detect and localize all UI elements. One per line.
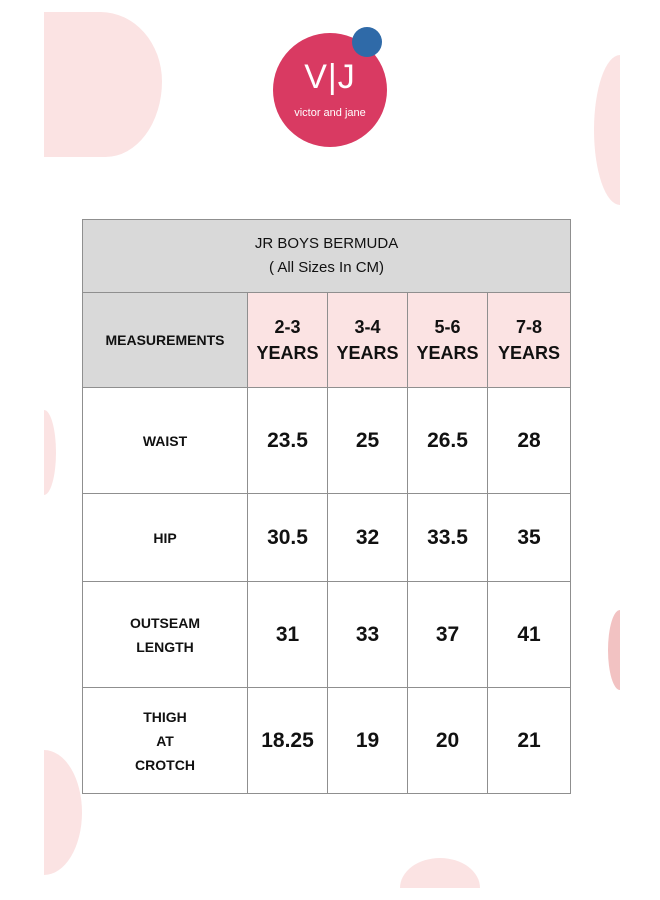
table-cell: 30.5 — [247, 493, 328, 582]
chart-subtitle: ( All Sizes In CM) — [269, 259, 385, 276]
table-row: HIP 30.5 32 33.5 35 — [82, 493, 572, 582]
row-label: HIP — [82, 493, 248, 582]
size-unit: YEARS — [416, 343, 479, 363]
table-cell: 31 — [247, 581, 328, 688]
table-cell: 32 — [327, 493, 408, 582]
row-label-line: AT — [156, 732, 174, 749]
row-label: OUTSEAM LENGTH — [82, 581, 248, 688]
table-cell: 25 — [327, 387, 408, 494]
table-cell: 21 — [486, 687, 572, 794]
table-row: OUTSEAM LENGTH 31 33 37 41 — [82, 581, 572, 688]
table-header-row: MEASUREMENTS 2-3 YEARS 3-4 YEARS 5-6 YEA… — [82, 292, 572, 388]
size-header: 3-4 YEARS — [327, 292, 408, 388]
table-cell: 41 — [486, 581, 572, 688]
table-cell: 28 — [486, 387, 572, 494]
size-range: 7-8 — [516, 317, 543, 337]
row-label-line: WAIST — [142, 432, 188, 449]
decorative-blob — [400, 858, 480, 888]
table-cell: 18.25 — [247, 687, 328, 794]
size-unit: YEARS — [256, 343, 319, 363]
row-label-line: CROTCH — [135, 756, 195, 773]
size-chart-table: JR BOYS BERMUDA ( All Sizes In CM) MEASU… — [81, 219, 572, 794]
brand-tagline: victor and jane — [294, 107, 366, 119]
logo-dot-icon — [352, 27, 382, 57]
size-range: 3-4 — [354, 317, 381, 337]
size-range: 5-6 — [434, 317, 461, 337]
decorative-blob — [44, 750, 82, 875]
size-header: 5-6 YEARS — [407, 292, 488, 388]
table-cell: 19 — [327, 687, 408, 794]
table-cell: 23.5 — [247, 387, 328, 494]
size-range: 2-3 — [274, 317, 301, 337]
table-cell: 20 — [407, 687, 488, 794]
decorative-blob — [44, 12, 162, 157]
row-label-line: LENGTH — [136, 638, 194, 655]
table-row: THIGH AT CROTCH 18.25 19 20 21 — [82, 687, 572, 794]
decorative-blob — [608, 610, 620, 690]
size-unit: YEARS — [336, 343, 399, 363]
size-unit: YEARS — [498, 343, 561, 363]
brand-mark: V|J — [304, 58, 356, 96]
table-cell: 33 — [327, 581, 408, 688]
decorative-blob — [594, 55, 620, 205]
size-header: 2-3 YEARS — [247, 292, 328, 388]
row-label-line: THIGH — [143, 708, 187, 725]
table-cell: 37 — [407, 581, 488, 688]
chart-title: JR BOYS BERMUDA — [254, 235, 399, 252]
row-label-line: HIP — [153, 529, 177, 546]
table-row: WAIST 23.5 25 26.5 28 — [82, 387, 572, 494]
row-label-line: OUTSEAM — [130, 614, 200, 631]
row-label: WAIST — [82, 387, 248, 494]
table-cell: 33.5 — [407, 493, 488, 582]
table-cell: 35 — [486, 493, 572, 582]
measurements-header: MEASUREMENTS — [82, 292, 248, 388]
decorative-blob — [44, 410, 56, 495]
table-title: JR BOYS BERMUDA ( All Sizes In CM) — [81, 219, 572, 293]
table-cell: 26.5 — [407, 387, 488, 494]
table-title-row: JR BOYS BERMUDA ( All Sizes In CM) — [81, 219, 572, 293]
row-label: THIGH AT CROTCH — [82, 687, 248, 794]
size-header: 7-8 YEARS — [486, 292, 572, 388]
